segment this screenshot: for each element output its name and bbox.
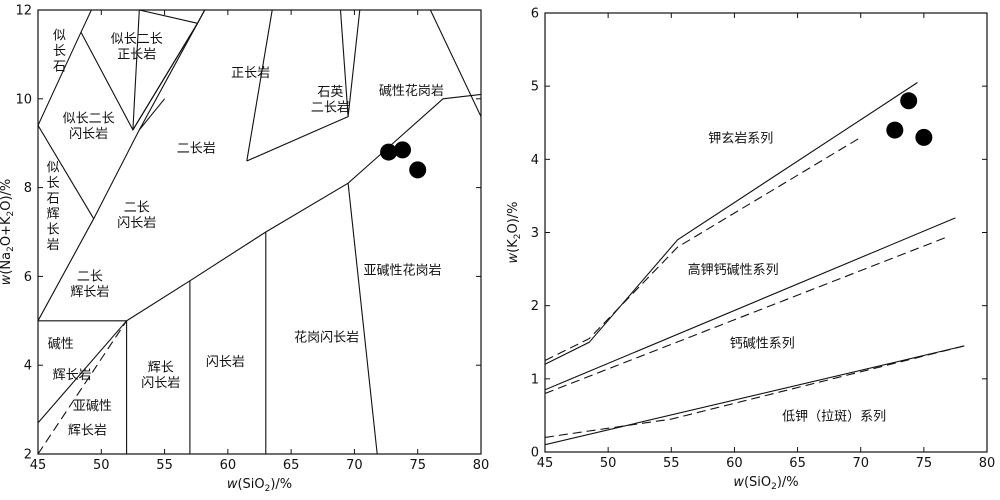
series-region-label: 低钾（拉斑）系列	[782, 409, 886, 424]
rock-field-label: 亚碱性花岗岩	[364, 263, 442, 279]
x-tick-label: 75	[916, 456, 933, 471]
y-tick-label: 12	[15, 4, 32, 19]
field-boundary	[347, 183, 378, 454]
x-tick-label: 60	[220, 458, 237, 473]
y-tick-label: 1	[531, 372, 539, 387]
x-tick-label: 45	[537, 456, 554, 471]
x-tick-label: 80	[473, 458, 490, 473]
rock-field-label: 二长闪长岩	[117, 200, 156, 231]
series-boundary-dashed	[545, 136, 861, 361]
x-tick-label: 80	[979, 456, 996, 471]
field-boundary	[138, 98, 166, 131]
sample-point	[409, 161, 427, 179]
field-boundary	[132, 23, 198, 131]
rock-field-label: 正长岩	[231, 66, 270, 81]
y-tick-label: 0	[531, 446, 539, 461]
field-boundary	[126, 93, 481, 322]
series-boundary-dashed	[545, 345, 965, 438]
sample-point	[900, 92, 918, 110]
plot-content	[38, 10, 481, 454]
x-tick-label: 45	[30, 458, 47, 473]
x-tick-label: 55	[663, 456, 680, 471]
x-tick-label: 50	[600, 456, 617, 471]
y-tick-label: 2	[531, 299, 539, 314]
rock-field-label: 碱性	[48, 337, 74, 352]
rock-field-label: 二长辉长岩	[70, 269, 109, 300]
series-boundary-solid	[545, 217, 956, 391]
rock-field-label: 二长岩	[177, 142, 216, 157]
x-axis-label: w(SiO2)/%	[227, 477, 292, 494]
field-boundary	[38, 320, 128, 424]
sample-point	[886, 121, 904, 139]
field-boundary	[339, 10, 349, 117]
y-tick-label: 8	[24, 181, 32, 196]
y-tick-label: 3	[531, 226, 539, 241]
rock-field-label: 似长石辉长岩	[47, 161, 60, 254]
rock-field-label: 似长二长闪长岩	[63, 112, 115, 143]
rock-field-label: 似长二长正长岩	[111, 32, 163, 63]
field-boundary	[132, 10, 198, 130]
sample-point	[380, 143, 398, 161]
series-region-label: 钙碱性系列	[730, 336, 795, 351]
series-region-label: 高钾钙碱性系列	[688, 262, 779, 278]
tas-diagram-panel: 45 50 55 60 65 70 75 80 2 4 6 8 10 12 w(SiO2)/% w(Na2O+…	[0, 4, 490, 495]
rock-field-label: 亚碱性	[73, 399, 112, 414]
y-tick-label: 6	[24, 270, 32, 285]
rock-field-label: 辉长岩	[53, 368, 92, 383]
rock-field-label: 闪长岩	[206, 355, 245, 370]
y-axis-label: w(K2O)/%	[506, 201, 523, 263]
y-tick-label: 6	[531, 7, 539, 22]
y-tick-label: 4	[531, 153, 539, 168]
field-boundary	[197, 10, 206, 24]
plot-frame	[37, 9, 482, 455]
x-axis-label: w(SiO2)/%	[733, 475, 798, 492]
plot-content	[545, 82, 965, 446]
x-tick-label: 65	[283, 458, 300, 473]
x-tick-label: 75	[409, 458, 426, 473]
series-boundary-solid	[545, 345, 965, 446]
x-tick-label: 55	[156, 458, 173, 473]
field-boundary	[38, 23, 198, 322]
series-boundary-dashed	[545, 235, 950, 395]
y-tick-label: 2	[24, 448, 32, 463]
x-tick-label: 70	[852, 456, 869, 471]
rock-field-label: 辉长岩	[68, 424, 107, 439]
y-tick-label: 5	[531, 80, 539, 95]
sample-point	[394, 141, 412, 159]
field-boundary	[429, 10, 481, 117]
series-boundary-solid	[545, 82, 918, 365]
rock-field-label: 似长石	[53, 28, 66, 74]
series-region-label: 钾玄岩系列	[708, 131, 773, 146]
rock-field-label: 碱性花岗岩	[379, 83, 444, 99]
x-tick-label: 50	[93, 458, 110, 473]
x-tick-label: 65	[789, 456, 806, 471]
y-tick-label: 4	[24, 359, 32, 374]
field-boundary	[38, 125, 95, 219]
field-boundary	[80, 10, 206, 132]
field-boundary-dashed	[38, 320, 128, 454]
x-tick-label: 70	[346, 458, 363, 473]
rock-field-label: 辉长闪长岩	[141, 360, 180, 391]
y-axis-label: w(Na2O+K2O)/%	[0, 179, 16, 286]
field-boundary	[246, 10, 273, 162]
y-tick-label: 10	[15, 92, 32, 107]
rock-field-label: 石英二长岩	[311, 85, 350, 116]
k2o-silica-panel: 45 50 55 60 65 70 75 800123456w(SiO2)/%w(K2O)/%…	[506, 7, 995, 493]
x-tick-label: 60	[726, 456, 743, 471]
sample-point	[915, 128, 933, 146]
rock-field-label: 花岗闪长岩	[294, 329, 359, 345]
